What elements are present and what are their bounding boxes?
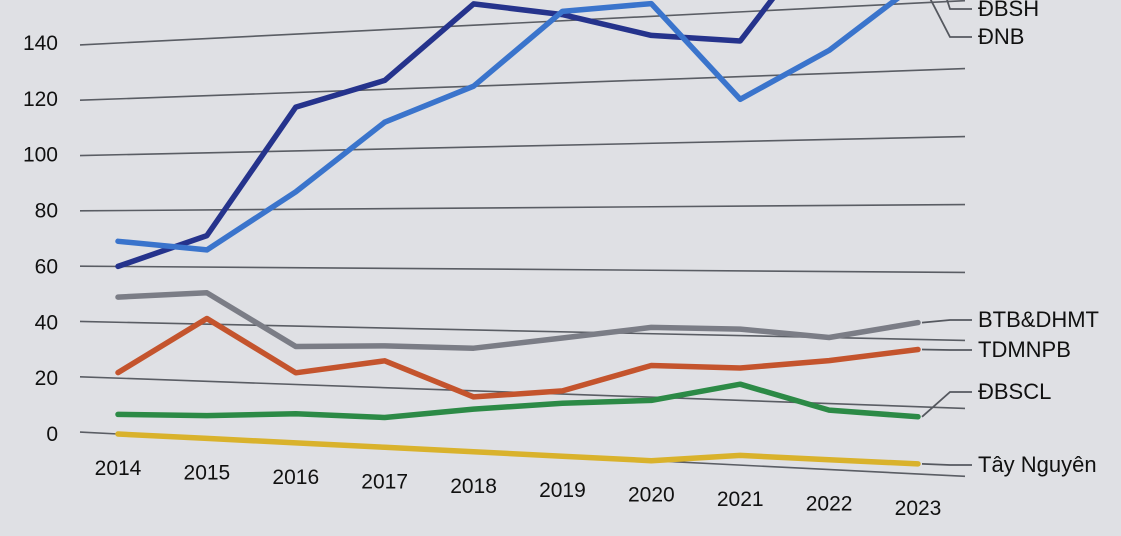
series-lines <box>115 0 921 467</box>
x-tick-label: 2015 <box>184 461 231 484</box>
series-labels: ĐBSH ĐNB BTB&DHMT TDMNPB ĐBSCL Tây Nguyên <box>921 0 1099 477</box>
y-axis-ticks: 0 20 40 60 80 100 120 140 <box>23 32 58 446</box>
series-label-leader <box>946 0 972 10</box>
series-label: ĐNB <box>978 24 1024 49</box>
x-tick-label: 2017 <box>361 470 408 493</box>
y-tick-label: 80 <box>35 200 58 223</box>
series-label-leader <box>921 463 972 466</box>
gridline-60 <box>79 265 966 274</box>
x-tick-label: 2019 <box>539 479 586 502</box>
x-tick-label: 2020 <box>628 484 675 507</box>
series-line <box>115 381 921 421</box>
series-line <box>115 290 921 351</box>
x-axis-ticks: 2014 2015 2016 2017 2018 2019 2020 2021 2022 2023 <box>95 457 942 520</box>
gridline-120 <box>79 67 966 102</box>
series-label-leader <box>929 0 972 38</box>
series-label: BTB&DHMT <box>978 307 1099 332</box>
x-tick-label: 2022 <box>806 493 853 516</box>
y-tick-label: 120 <box>23 88 58 111</box>
x-tick-label: 2016 <box>272 466 319 489</box>
series-label: TDMNPB <box>978 337 1071 362</box>
y-tick-label: 100 <box>23 144 58 167</box>
y-tick-label: 140 <box>23 32 58 55</box>
x-tick-label: 2021 <box>717 488 764 511</box>
gridline-100 <box>79 135 966 157</box>
series-label: ĐBSCL <box>978 379 1051 404</box>
series-line <box>115 0 900 253</box>
y-tick-label: 60 <box>35 255 58 278</box>
series-line <box>115 315 921 400</box>
x-tick-label: 2014 <box>95 457 142 480</box>
gridline-140 <box>79 0 966 46</box>
series-line <box>115 431 921 467</box>
x-tick-label: 2018 <box>450 475 497 498</box>
series-label: Tây Nguyên <box>978 452 1097 477</box>
y-tick-label: 0 <box>46 423 58 446</box>
y-tick-label: 20 <box>35 367 58 390</box>
x-tick-label: 2023 <box>895 497 942 520</box>
series-label-leader <box>921 319 972 324</box>
series-label-leader <box>921 391 972 418</box>
series-label: ĐBSH <box>978 0 1039 21</box>
gridline-80 <box>79 203 966 212</box>
y-tick-label: 40 <box>35 311 58 334</box>
series-line <box>115 0 776 270</box>
